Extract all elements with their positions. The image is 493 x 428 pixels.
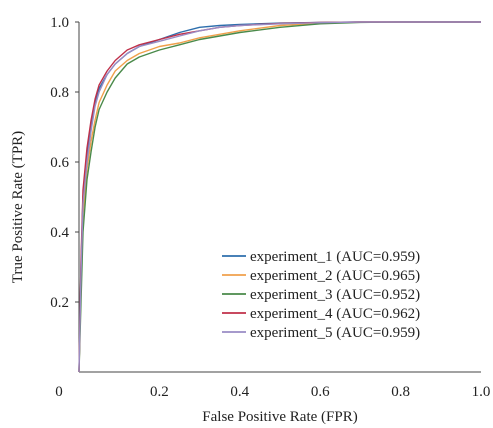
legend-label: experiment_4 (AUC=0.962) [250,306,420,322]
plot-frame [78,22,481,373]
legend-label: experiment_5 (AUC=0.959) [250,325,420,341]
x-tick-label: 0.8 [391,384,410,400]
y-tick-label: 0.6 [50,155,69,171]
y-tick-label: 0.4 [50,225,69,241]
legend-label: experiment_2 (AUC=0.965) [250,268,420,284]
x-tick-label: 0.2 [150,384,169,400]
legend: experiment_1 (AUC=0.959) experiment_2 (AU… [222,249,420,341]
x-tick-label: 0.4 [230,384,249,400]
roc-curve-5 [78,21,481,373]
x-axis-ticks: 0 0.2 0.4 0.6 0.8 1.0 [55,384,490,400]
legend-label: experiment_1 (AUC=0.959) [250,249,420,265]
y-tick-label: 0.8 [50,85,69,101]
x-tick-label: 0 [55,384,63,400]
legend-label: experiment_3 (AUC=0.952) [250,287,420,303]
y-tick-label: 0.2 [50,295,69,311]
roc-curves [78,21,481,373]
x-tick-label: 0.6 [311,384,330,400]
y-axis-title: True Positive Rate (TPR) [10,131,26,283]
y-tick-label: 1.0 [50,15,69,31]
x-tick-label: 1.0 [472,384,491,400]
x-axis-title: False Positive Rate (FPR) [202,409,357,425]
y-axis-ticks: 0.2 0.4 0.6 0.8 1.0 [50,15,79,311]
roc-curve-3 [78,21,481,373]
